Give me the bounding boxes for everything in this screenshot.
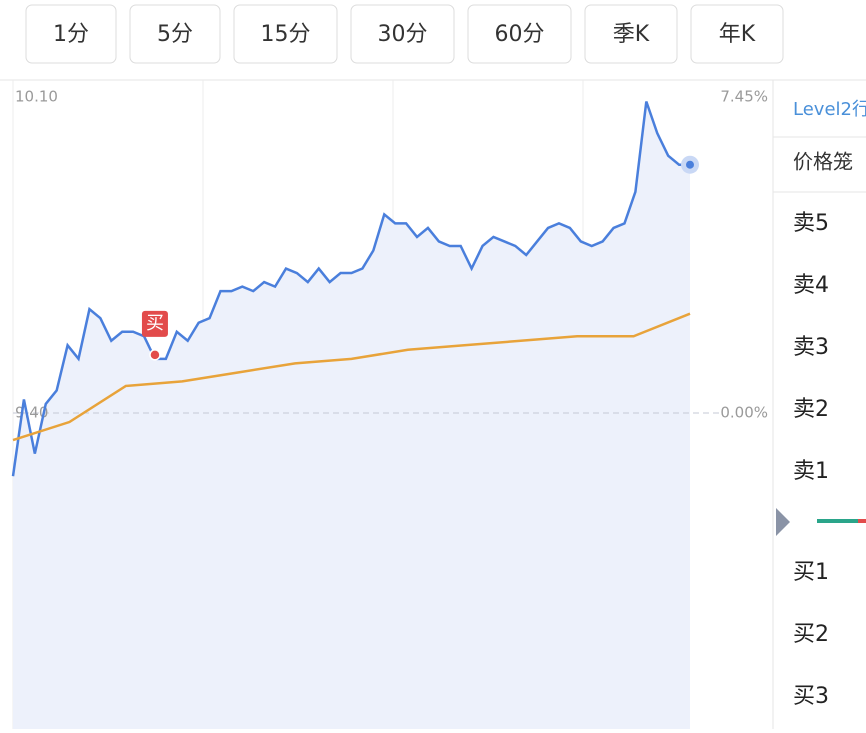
tab-box <box>25 4 117 64</box>
tab-label: 60分 <box>495 22 545 47</box>
tab[interactable]: 年K <box>690 4 784 64</box>
line <box>11 101 690 477</box>
order-row-label: 卖5 <box>793 211 829 236</box>
tab-box <box>584 4 678 64</box>
tab-box <box>233 4 338 64</box>
tab-box <box>129 4 221 64</box>
order-row-label: 买2 <box>793 622 829 647</box>
y2-tick-label: 0.00% <box>720 404 768 422</box>
arrow <box>776 508 790 536</box>
line <box>12 312 691 442</box>
tab-box <box>467 4 572 64</box>
last-point <box>686 160 694 169</box>
buy-dot <box>149 349 161 361</box>
column-header: 价格笼 <box>793 150 853 174</box>
buy-tag-label: 买 <box>146 313 164 334</box>
tab-label: 5分 <box>157 22 193 47</box>
tab-box <box>350 4 455 64</box>
tab-box <box>690 4 784 64</box>
tab[interactable]: 30分 <box>350 4 455 64</box>
order-row-label: 卖3 <box>793 335 829 360</box>
order-row-label: 买3 <box>793 684 829 709</box>
order-row-label: 卖2 <box>793 397 829 422</box>
y-tick-label: 10.10 <box>15 88 58 106</box>
tab-label: 15分 <box>261 22 311 47</box>
tab-label: 1分 <box>53 22 89 47</box>
area <box>13 101 690 729</box>
tab[interactable]: 5分 <box>129 4 221 64</box>
y2-tick-label: 7.45% <box>720 88 768 106</box>
tab-label: 30分 <box>378 22 428 47</box>
tab[interactable]: 1分 <box>25 4 117 64</box>
tab-label: 季K <box>613 22 650 47</box>
order-row-label: 买1 <box>793 560 829 585</box>
tab[interactable]: 15分 <box>233 4 338 64</box>
buy-tag <box>141 310 168 337</box>
order-row-label: 卖4 <box>793 273 829 298</box>
panel-header[interactable]: Level2行 <box>793 99 866 120</box>
order-row-label: 卖1 <box>793 459 829 484</box>
tab-label: 年K <box>719 22 756 47</box>
tab[interactable]: 季K <box>584 4 678 64</box>
tab[interactable]: 60分 <box>467 4 572 64</box>
